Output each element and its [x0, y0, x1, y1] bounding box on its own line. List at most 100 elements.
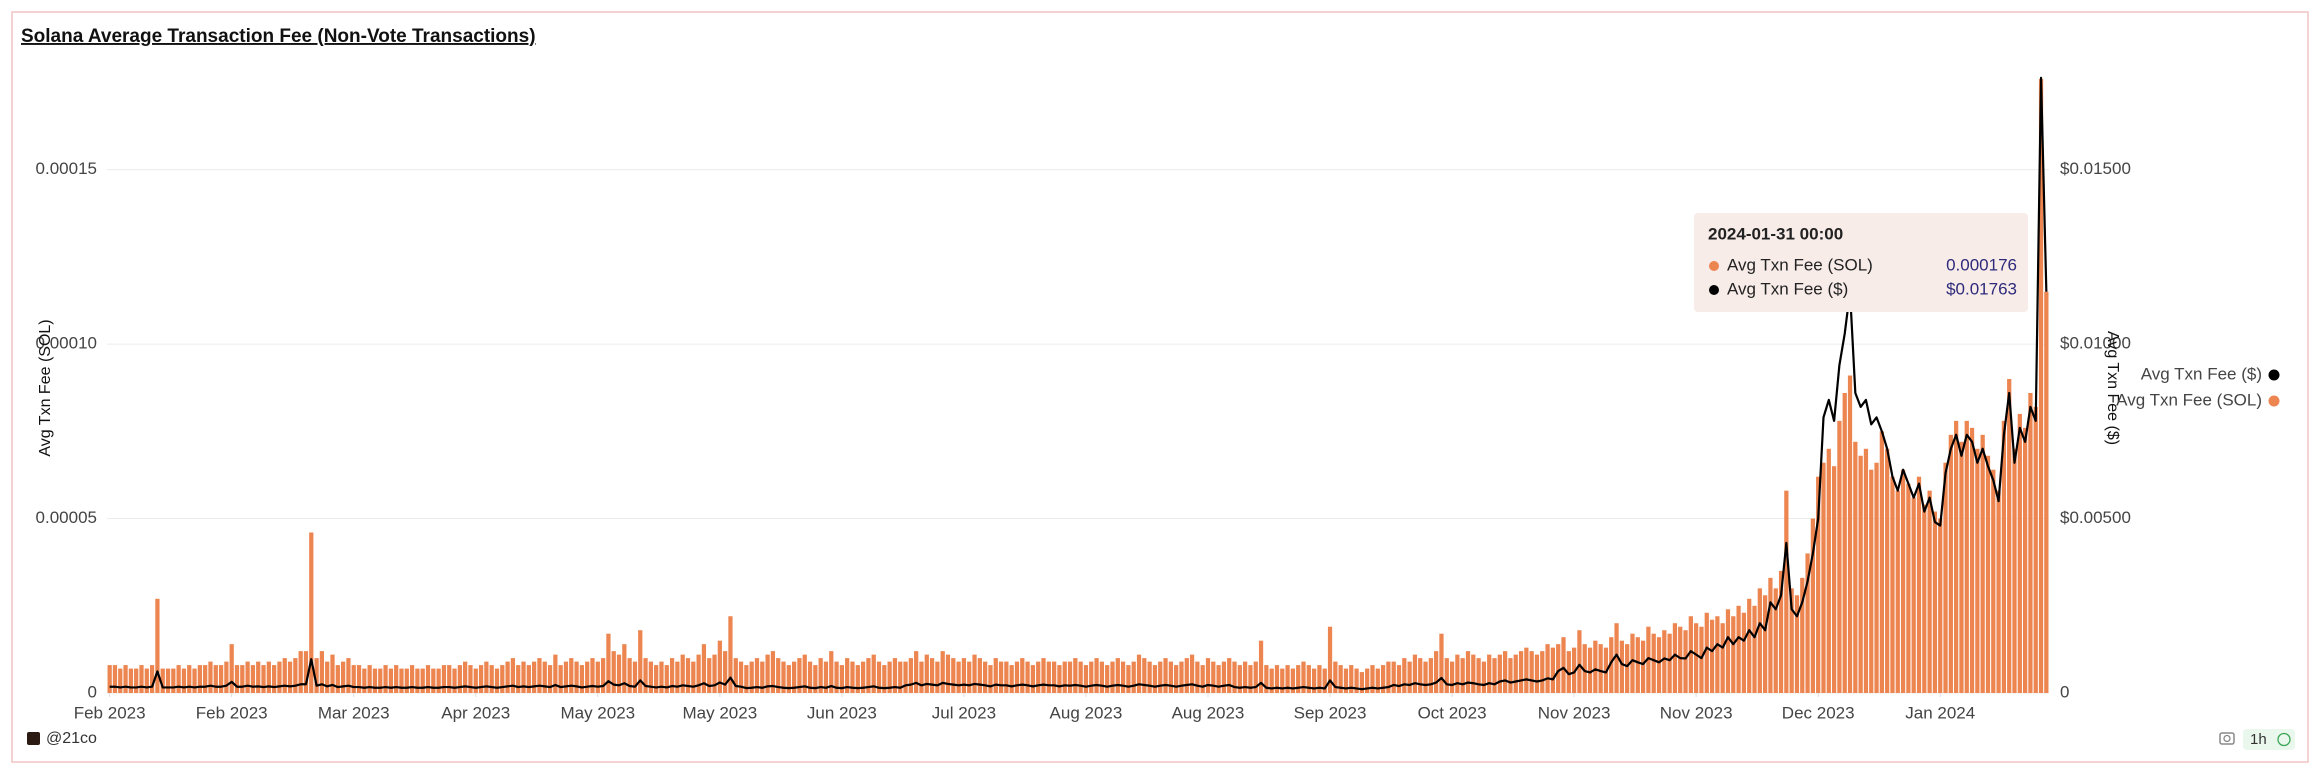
bar — [813, 665, 818, 693]
bar — [1455, 654, 1460, 693]
bar — [1269, 668, 1274, 693]
bar — [632, 661, 638, 693]
bar — [622, 644, 627, 693]
bar — [1800, 577, 1805, 693]
bar — [489, 665, 494, 693]
bar — [616, 654, 622, 693]
bar — [139, 665, 144, 693]
bar — [648, 661, 653, 693]
bar — [1296, 665, 1301, 693]
bar — [425, 665, 431, 693]
camera-icon[interactable] — [2219, 732, 2235, 745]
bar — [1205, 658, 1211, 693]
bar — [1052, 661, 1057, 693]
bar — [1922, 504, 1927, 693]
tooltip-swatch — [1709, 261, 1719, 271]
x-tick-label: May 2023 — [683, 703, 758, 722]
bar — [744, 665, 749, 693]
refresh-label: 1h — [2250, 731, 2267, 748]
bar — [1418, 658, 1423, 693]
bar — [1285, 665, 1290, 693]
x-tick-label: Aug 2023 — [1050, 703, 1123, 722]
footer-handle[interactable]: @21co — [46, 730, 97, 747]
bar — [1646, 626, 1651, 693]
bar — [1444, 658, 1449, 693]
bar — [1375, 668, 1380, 693]
bar — [1694, 623, 1699, 693]
bar — [1662, 630, 1667, 693]
bar — [1094, 658, 1099, 693]
x-tick-label: Sep 2023 — [1294, 703, 1367, 722]
bar — [309, 532, 314, 693]
bar — [399, 668, 404, 693]
bar — [569, 658, 574, 693]
bar — [1290, 668, 1296, 693]
bar — [956, 661, 961, 693]
bar — [892, 658, 898, 693]
bar — [664, 665, 669, 693]
bar — [542, 661, 547, 693]
bar — [669, 658, 675, 693]
bar — [1306, 665, 1311, 693]
bar — [266, 661, 271, 693]
bar — [1434, 651, 1439, 693]
bar — [1184, 658, 1189, 693]
chart-title[interactable]: Solana Average Transaction Fee (Non-Vote… — [21, 26, 536, 47]
bar — [754, 658, 760, 693]
bar — [919, 661, 924, 693]
bar — [972, 654, 977, 693]
bar — [1370, 665, 1375, 693]
bar — [1073, 658, 1078, 693]
bar — [882, 665, 887, 693]
bar — [1126, 665, 1131, 693]
bar — [1311, 668, 1317, 693]
bar — [590, 658, 595, 693]
bar — [2007, 379, 2012, 693]
bar — [845, 658, 850, 693]
bar — [229, 644, 234, 693]
bar — [287, 661, 293, 693]
bar — [728, 616, 733, 693]
bar — [1938, 518, 1943, 693]
bar — [356, 665, 362, 693]
tooltip-box — [1694, 213, 2028, 312]
bar — [112, 665, 118, 693]
bar — [1407, 661, 1412, 693]
bar — [1911, 497, 1916, 693]
bar — [802, 654, 807, 693]
bar — [521, 661, 526, 693]
x-tick-label: Feb 2023 — [74, 703, 146, 722]
bar — [149, 665, 155, 693]
bar — [887, 661, 892, 693]
bar — [510, 658, 516, 693]
bar — [993, 658, 998, 693]
bar — [1577, 630, 1582, 693]
bar — [563, 661, 569, 693]
bar — [1471, 654, 1476, 693]
bar — [500, 665, 505, 693]
bar — [1725, 609, 1731, 693]
bar — [144, 668, 149, 693]
bar — [1885, 448, 1890, 693]
bar — [855, 665, 860, 693]
bar — [823, 661, 829, 693]
bar — [1948, 434, 1953, 693]
bar — [1264, 665, 1269, 693]
bar — [1179, 661, 1184, 693]
bar — [1704, 612, 1709, 693]
bar — [961, 658, 967, 693]
bar — [1105, 665, 1110, 693]
bar — [1598, 644, 1603, 693]
bar — [1503, 651, 1508, 693]
y-tick-label: 0.00015 — [36, 159, 97, 178]
bar — [409, 665, 415, 693]
bar — [606, 633, 611, 693]
bar — [1481, 661, 1487, 693]
bar — [431, 668, 436, 693]
x-tick-label: Jan 2024 — [1905, 703, 1975, 722]
bar — [181, 668, 187, 693]
bar — [1460, 658, 1465, 693]
bar — [1057, 665, 1062, 693]
bar — [314, 658, 319, 693]
